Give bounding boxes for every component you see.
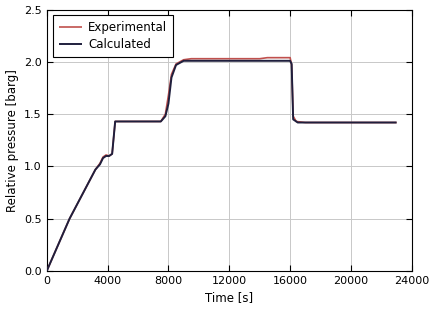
X-axis label: Time [s]: Time [s]	[205, 291, 253, 304]
Calculated	[317, 121, 322, 124]
Calculated	[288, 62, 293, 66]
Calculated	[393, 121, 398, 124]
Calculated	[168, 76, 174, 79]
Experimental	[103, 153, 108, 157]
Calculated	[294, 121, 299, 124]
Experimental	[109, 152, 115, 156]
Experimental	[120, 120, 125, 123]
Calculated	[135, 120, 140, 123]
Experimental	[363, 121, 368, 124]
Calculated	[103, 154, 108, 158]
Experimental	[279, 56, 284, 60]
Calculated	[188, 59, 194, 63]
Experimental	[241, 57, 247, 60]
Calculated	[92, 168, 98, 171]
Experimental	[196, 57, 201, 60]
Experimental	[112, 120, 118, 123]
Calculated	[287, 59, 292, 63]
Experimental	[188, 57, 194, 60]
Calculated	[256, 59, 262, 63]
Experimental	[276, 56, 281, 60]
Calculated	[272, 59, 277, 63]
Calculated	[332, 121, 338, 124]
Experimental	[284, 56, 289, 60]
Experimental	[282, 56, 287, 60]
Experimental	[150, 120, 155, 123]
Experimental	[348, 121, 353, 124]
Calculated	[158, 120, 163, 123]
Calculated	[348, 121, 353, 124]
Calculated	[120, 120, 125, 123]
Experimental	[288, 63, 293, 67]
Calculated	[290, 117, 295, 121]
Experimental	[393, 121, 398, 124]
Calculated	[112, 120, 118, 123]
Experimental	[97, 162, 102, 165]
Calculated	[109, 152, 115, 156]
Calculated	[285, 59, 290, 63]
Experimental	[44, 269, 49, 273]
Experimental	[287, 56, 292, 60]
Experimental	[92, 168, 98, 171]
Calculated	[302, 121, 307, 124]
Calculated	[279, 59, 284, 63]
Calculated	[181, 59, 186, 63]
Calculated	[162, 114, 168, 118]
Experimental	[162, 112, 168, 116]
Experimental	[302, 121, 307, 124]
Calculated	[378, 121, 383, 124]
Calculated	[196, 59, 201, 63]
Experimental	[168, 73, 174, 76]
Experimental	[226, 57, 231, 60]
Calculated	[211, 59, 216, 63]
Calculated	[282, 59, 287, 63]
Experimental	[173, 62, 178, 66]
Line: Calculated: Calculated	[46, 61, 396, 271]
Calculated	[226, 59, 231, 63]
Experimental	[293, 120, 298, 123]
Calculated	[97, 162, 102, 166]
Experimental	[285, 56, 290, 60]
Experimental	[378, 121, 383, 124]
Experimental	[135, 120, 140, 123]
Experimental	[290, 114, 295, 118]
Calculated	[241, 59, 247, 63]
Experimental	[317, 121, 322, 124]
Calculated	[67, 217, 72, 221]
Experimental	[158, 120, 163, 123]
Experimental	[106, 154, 112, 158]
Experimental	[332, 121, 338, 124]
Y-axis label: Relative pressure [barg]: Relative pressure [barg]	[6, 69, 19, 212]
Calculated	[44, 269, 49, 273]
Calculated	[150, 120, 155, 123]
Calculated	[100, 156, 105, 160]
Experimental	[256, 57, 262, 60]
Line: Experimental: Experimental	[46, 58, 396, 271]
Calculated	[173, 63, 178, 67]
Experimental	[272, 56, 277, 60]
Experimental	[100, 155, 105, 159]
Experimental	[264, 56, 269, 60]
Experimental	[204, 57, 209, 60]
Experimental	[211, 57, 216, 60]
Experimental	[165, 93, 171, 97]
Calculated	[276, 59, 281, 63]
Experimental	[67, 217, 72, 221]
Calculated	[165, 102, 171, 105]
Calculated	[106, 154, 112, 158]
Experimental	[181, 58, 186, 62]
Calculated	[363, 121, 368, 124]
Legend: Experimental, Calculated: Experimental, Calculated	[53, 16, 173, 57]
